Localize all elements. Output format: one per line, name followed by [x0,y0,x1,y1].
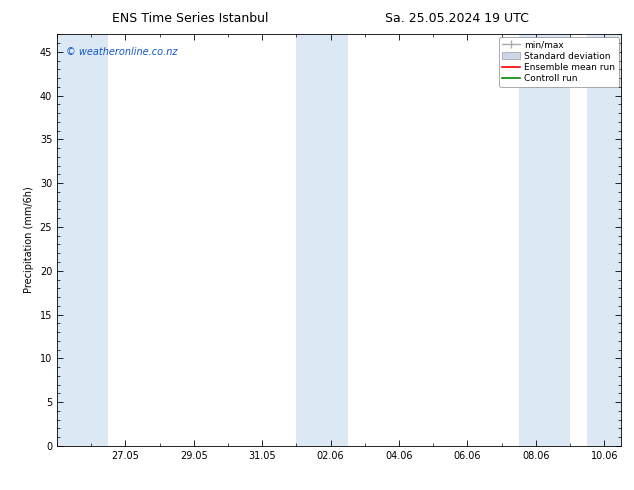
Y-axis label: Precipitation (mm/6h): Precipitation (mm/6h) [24,187,34,294]
Bar [587,34,621,446]
Legend: min/max, Standard deviation, Ensemble mean run, Controll run: min/max, Standard deviation, Ensemble me… [499,37,619,87]
Bar [519,34,570,446]
Text: Sa. 25.05.2024 19 UTC: Sa. 25.05.2024 19 UTC [385,12,528,25]
Bar [57,34,108,446]
Bar [297,34,347,446]
Text: © weatheronline.co.nz: © weatheronline.co.nz [65,47,177,57]
Text: ENS Time Series Istanbul: ENS Time Series Istanbul [112,12,268,25]
